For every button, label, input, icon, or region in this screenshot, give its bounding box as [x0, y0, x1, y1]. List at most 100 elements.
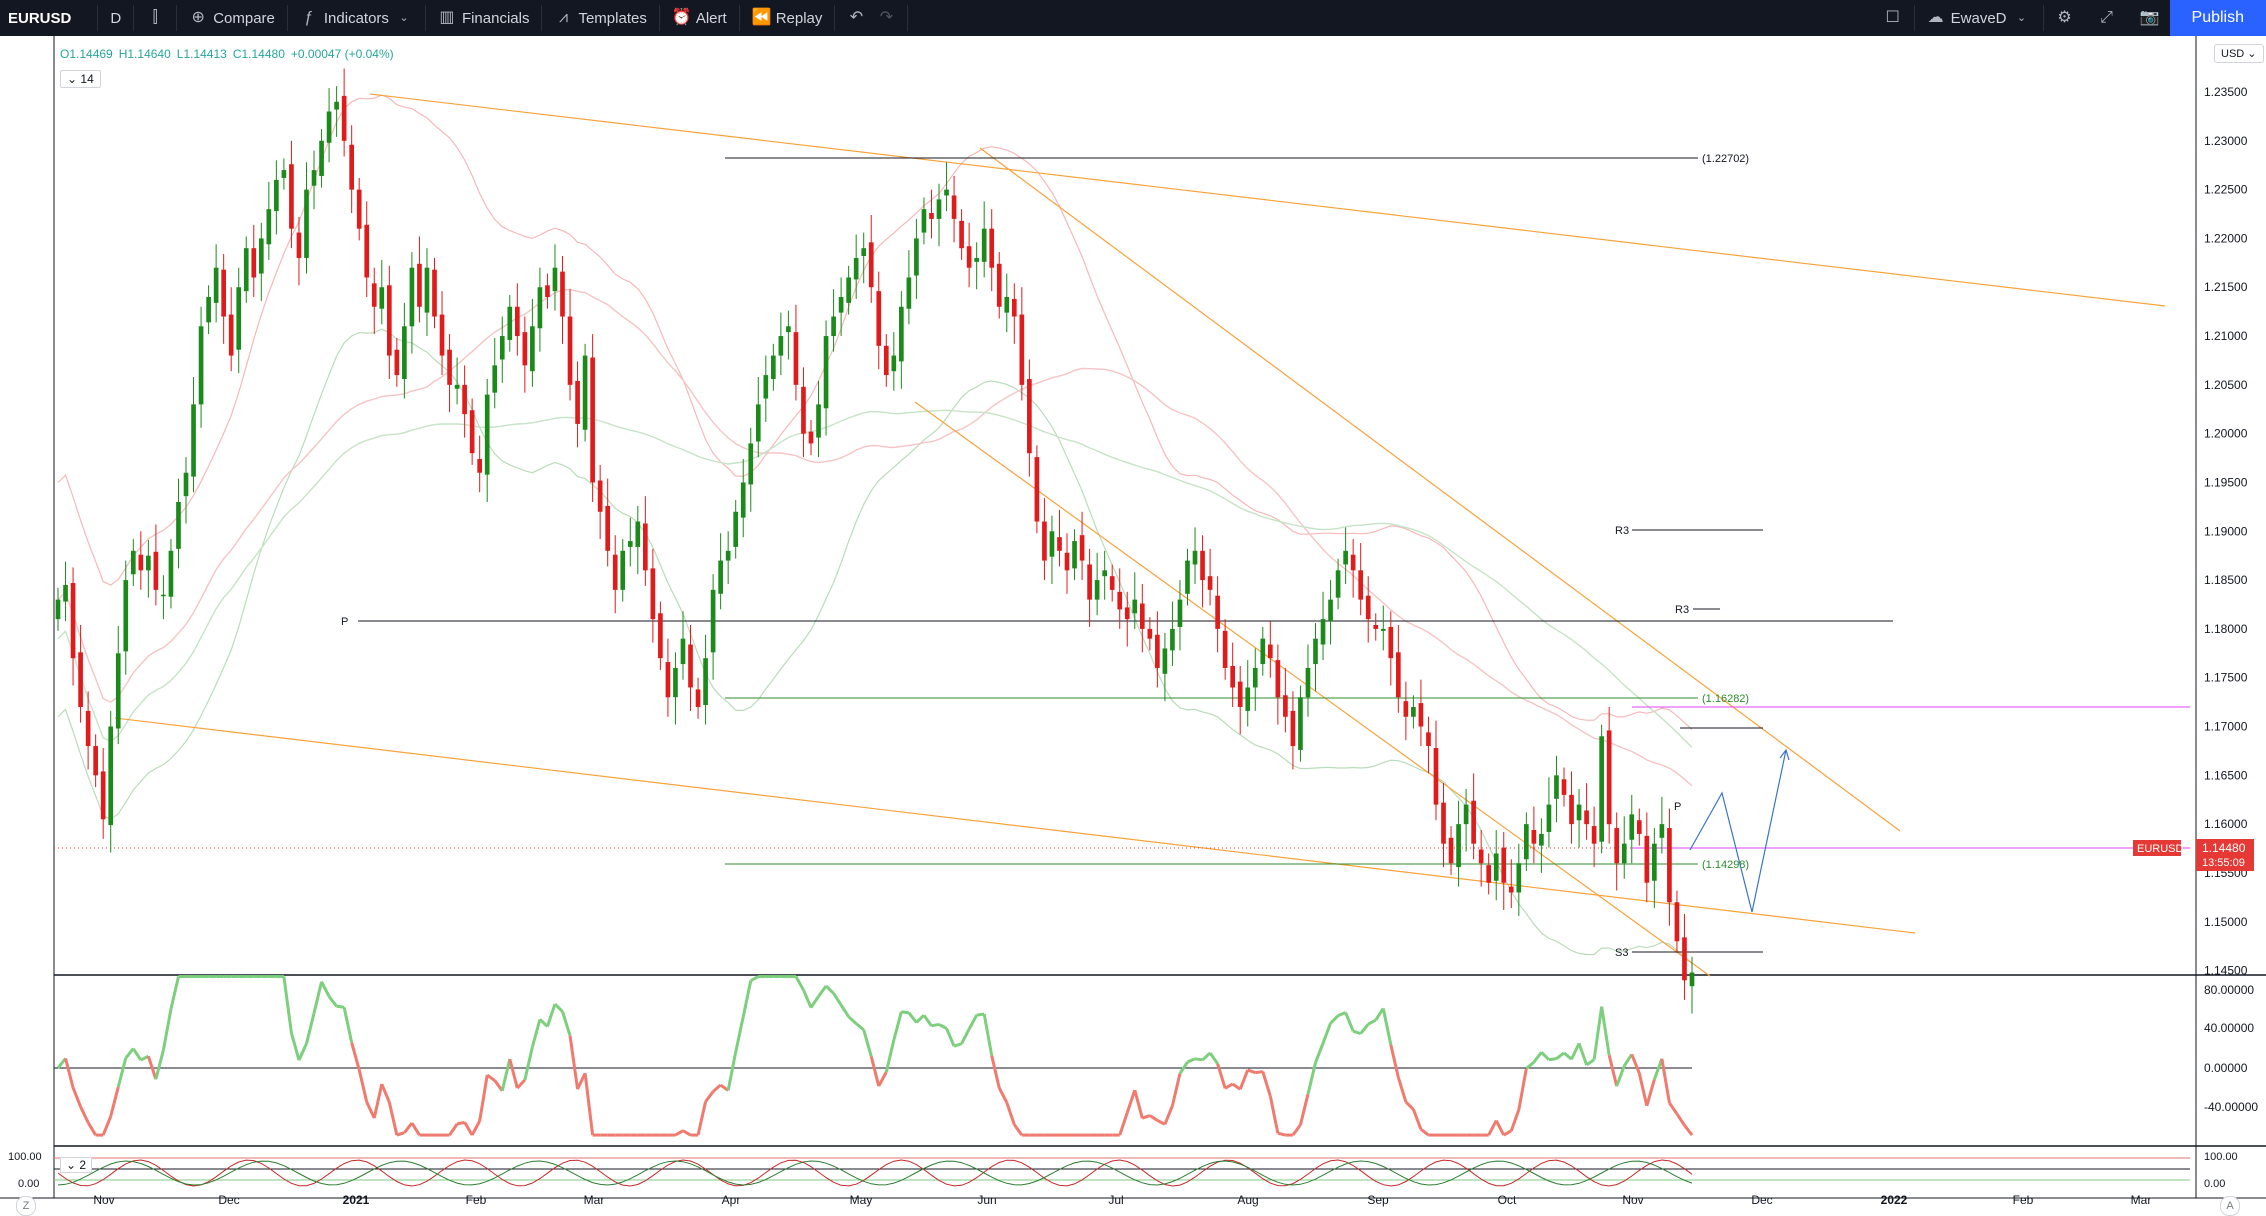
- time-axis[interactable]: Nov Dec 2021 Feb Mar Apr May Jun Jul Aug Sep Oct Nov…: [93, 1193, 2151, 1207]
- oscillator-segment: [1381, 1008, 1393, 1046]
- oscillator-segment: [1118, 1112, 1129, 1136]
- candle-body: [1365, 595, 1371, 620]
- oscillator-segment: [825, 984, 835, 995]
- drawing-tools-layer[interactable]: (1.22702) (1.16282) (1.14298) P R3 R3 S3 P: [54, 93, 2190, 977]
- oscillator-segment: [530, 1018, 542, 1048]
- descending-channel-lower: [914, 401, 1711, 977]
- templates-icon: ⩘: [558, 9, 568, 26]
- price-tick-label: 1.19000: [2204, 524, 2248, 538]
- oscillator-segment: [1247, 1068, 1256, 1075]
- symbol-search-button[interactable]: EURUSD: [8, 9, 72, 27]
- slow-moving-average-line: [57, 409, 1693, 748]
- candle-body: [1456, 824, 1461, 868]
- oscillator-segment: [802, 989, 813, 1009]
- candle-body: [115, 653, 121, 729]
- candle-body: [1162, 648, 1168, 674]
- currency-select[interactable]: USD ⌄: [2214, 44, 2264, 63]
- candle-body: [755, 404, 761, 442]
- oscillator-segment: [546, 1003, 557, 1027]
- replay-button[interactable]: ⏪ Replay: [740, 0, 835, 36]
- oscillator-segment: [1675, 1112, 1686, 1127]
- chart-area[interactable]: (1.22702) (1.16282) (1.14298) P R3 R3 S3 P 80.0…: [0, 36, 2266, 1216]
- indicators-button[interactable]: ƒ Indicators ⌄: [288, 0, 425, 36]
- redo-icon: ↷: [879, 9, 894, 26]
- indicators-label: Indicators: [323, 9, 389, 27]
- oscillator-segment: [1125, 1089, 1137, 1114]
- fullscreen-button[interactable]: ⤢: [2086, 0, 2128, 36]
- alert-button[interactable]: ⏰ Alert: [660, 0, 739, 36]
- time-tick-label: Sep: [1367, 1193, 1389, 1207]
- price-tick-label: 1.19500: [2204, 475, 2248, 489]
- chart-type-button[interactable]: ⫿: [134, 0, 176, 36]
- candle-body: [1109, 576, 1115, 590]
- candle-body: [1426, 732, 1431, 747]
- candle-body: [891, 355, 897, 372]
- candle-body: [1094, 580, 1100, 600]
- publish-button[interactable]: Publish: [2169, 0, 2266, 36]
- candle-body: [394, 349, 400, 376]
- chevron-down-icon[interactable]: ⌄: [2016, 12, 2027, 24]
- oscillator-segment: [365, 1101, 376, 1119]
- time-tick-label: Jun: [977, 1193, 996, 1207]
- candle-body: [258, 238, 264, 274]
- candle-body: [1298, 697, 1303, 750]
- snapshot-button[interactable]: 📷: [2128, 0, 2170, 36]
- oscillator-segment: [1585, 1058, 1595, 1067]
- price-axis[interactable]: 1.145001.150001.155001.160001.165001.170…: [2133, 85, 2254, 978]
- candle-body: [1155, 634, 1160, 668]
- undo-button[interactable]: ↶: [835, 0, 877, 36]
- redo-button[interactable]: ↷: [877, 0, 907, 36]
- candle-body: [108, 726, 114, 826]
- candle-body: [899, 306, 904, 362]
- oscillator-segment: [538, 1018, 549, 1028]
- zoom-toggle-button[interactable]: Z: [16, 1196, 36, 1216]
- candle-body: [409, 267, 415, 327]
- oscillator-segment: [1683, 1124, 1694, 1136]
- candle-body: [1004, 297, 1010, 313]
- candle-body: [650, 568, 656, 620]
- oscillator-segment: [516, 1078, 526, 1090]
- candle-body: [1057, 537, 1062, 551]
- templates-button[interactable]: ⩘ Templates: [542, 0, 658, 36]
- layout-name-button[interactable]: ☁ EwaveD ⌄: [1915, 0, 2043, 36]
- candle-body: [1486, 865, 1492, 883]
- osc2-fast-line: [57, 1159, 1693, 1187]
- candle-body: [1260, 638, 1266, 665]
- time-tick-label: Nov: [1622, 1193, 1643, 1207]
- candle-body: [740, 482, 746, 518]
- time-tick-label: Mar: [2131, 1193, 2152, 1207]
- pivot-label: R3: [1615, 525, 1629, 537]
- oscillator-segment: [146, 1055, 158, 1080]
- oscillator-segment: [1592, 1006, 1604, 1060]
- candle-body: [432, 269, 437, 317]
- auto-scale-button[interactable]: A: [2220, 1196, 2240, 1216]
- interval-button[interactable]: D: [110, 9, 122, 27]
- candle-body: [1147, 628, 1153, 639]
- candle-body: [236, 287, 242, 350]
- oscillator-segment: [1238, 1069, 1250, 1090]
- toolbar-divider: [738, 5, 740, 31]
- candle-body: [575, 380, 580, 424]
- financials-button[interactable]: ▥ Financials: [426, 0, 542, 36]
- projection-arrowhead: [1779, 748, 1790, 761]
- candle-body: [1621, 843, 1627, 864]
- oscillator-segment: [1170, 1073, 1182, 1107]
- oscillator-segment: [1645, 1079, 1656, 1107]
- chevron-down-icon[interactable]: ⌄: [399, 12, 409, 24]
- candle-body: [801, 386, 806, 434]
- compare-button[interactable]: ⊕ Compare: [177, 0, 287, 36]
- osc2-right-tick: 0.00: [2204, 1178, 2225, 1190]
- candle-body: [763, 375, 769, 399]
- oscillator-pane: 80.00000 40.00000 0.00000 -40.00000: [54, 975, 2258, 1137]
- layout-toggle-button[interactable]: ☐: [1872, 0, 1914, 36]
- level-label: (1.16282): [1702, 693, 1749, 705]
- indicator-collapse-toggle[interactable]: ⌄ 14: [60, 70, 101, 88]
- candle-body: [1072, 541, 1077, 569]
- oscillator-segment: [1607, 1054, 1619, 1087]
- oscillator2-toggle[interactable]: ⌄ 2: [60, 1157, 93, 1173]
- oscillator-segment: [712, 1083, 722, 1093]
- pivot-label: R3: [1675, 604, 1689, 616]
- oscillator-segment: [380, 1083, 391, 1103]
- cloud-icon: ☁: [1927, 9, 1944, 26]
- settings-button[interactable]: ⚙: [2044, 0, 2086, 36]
